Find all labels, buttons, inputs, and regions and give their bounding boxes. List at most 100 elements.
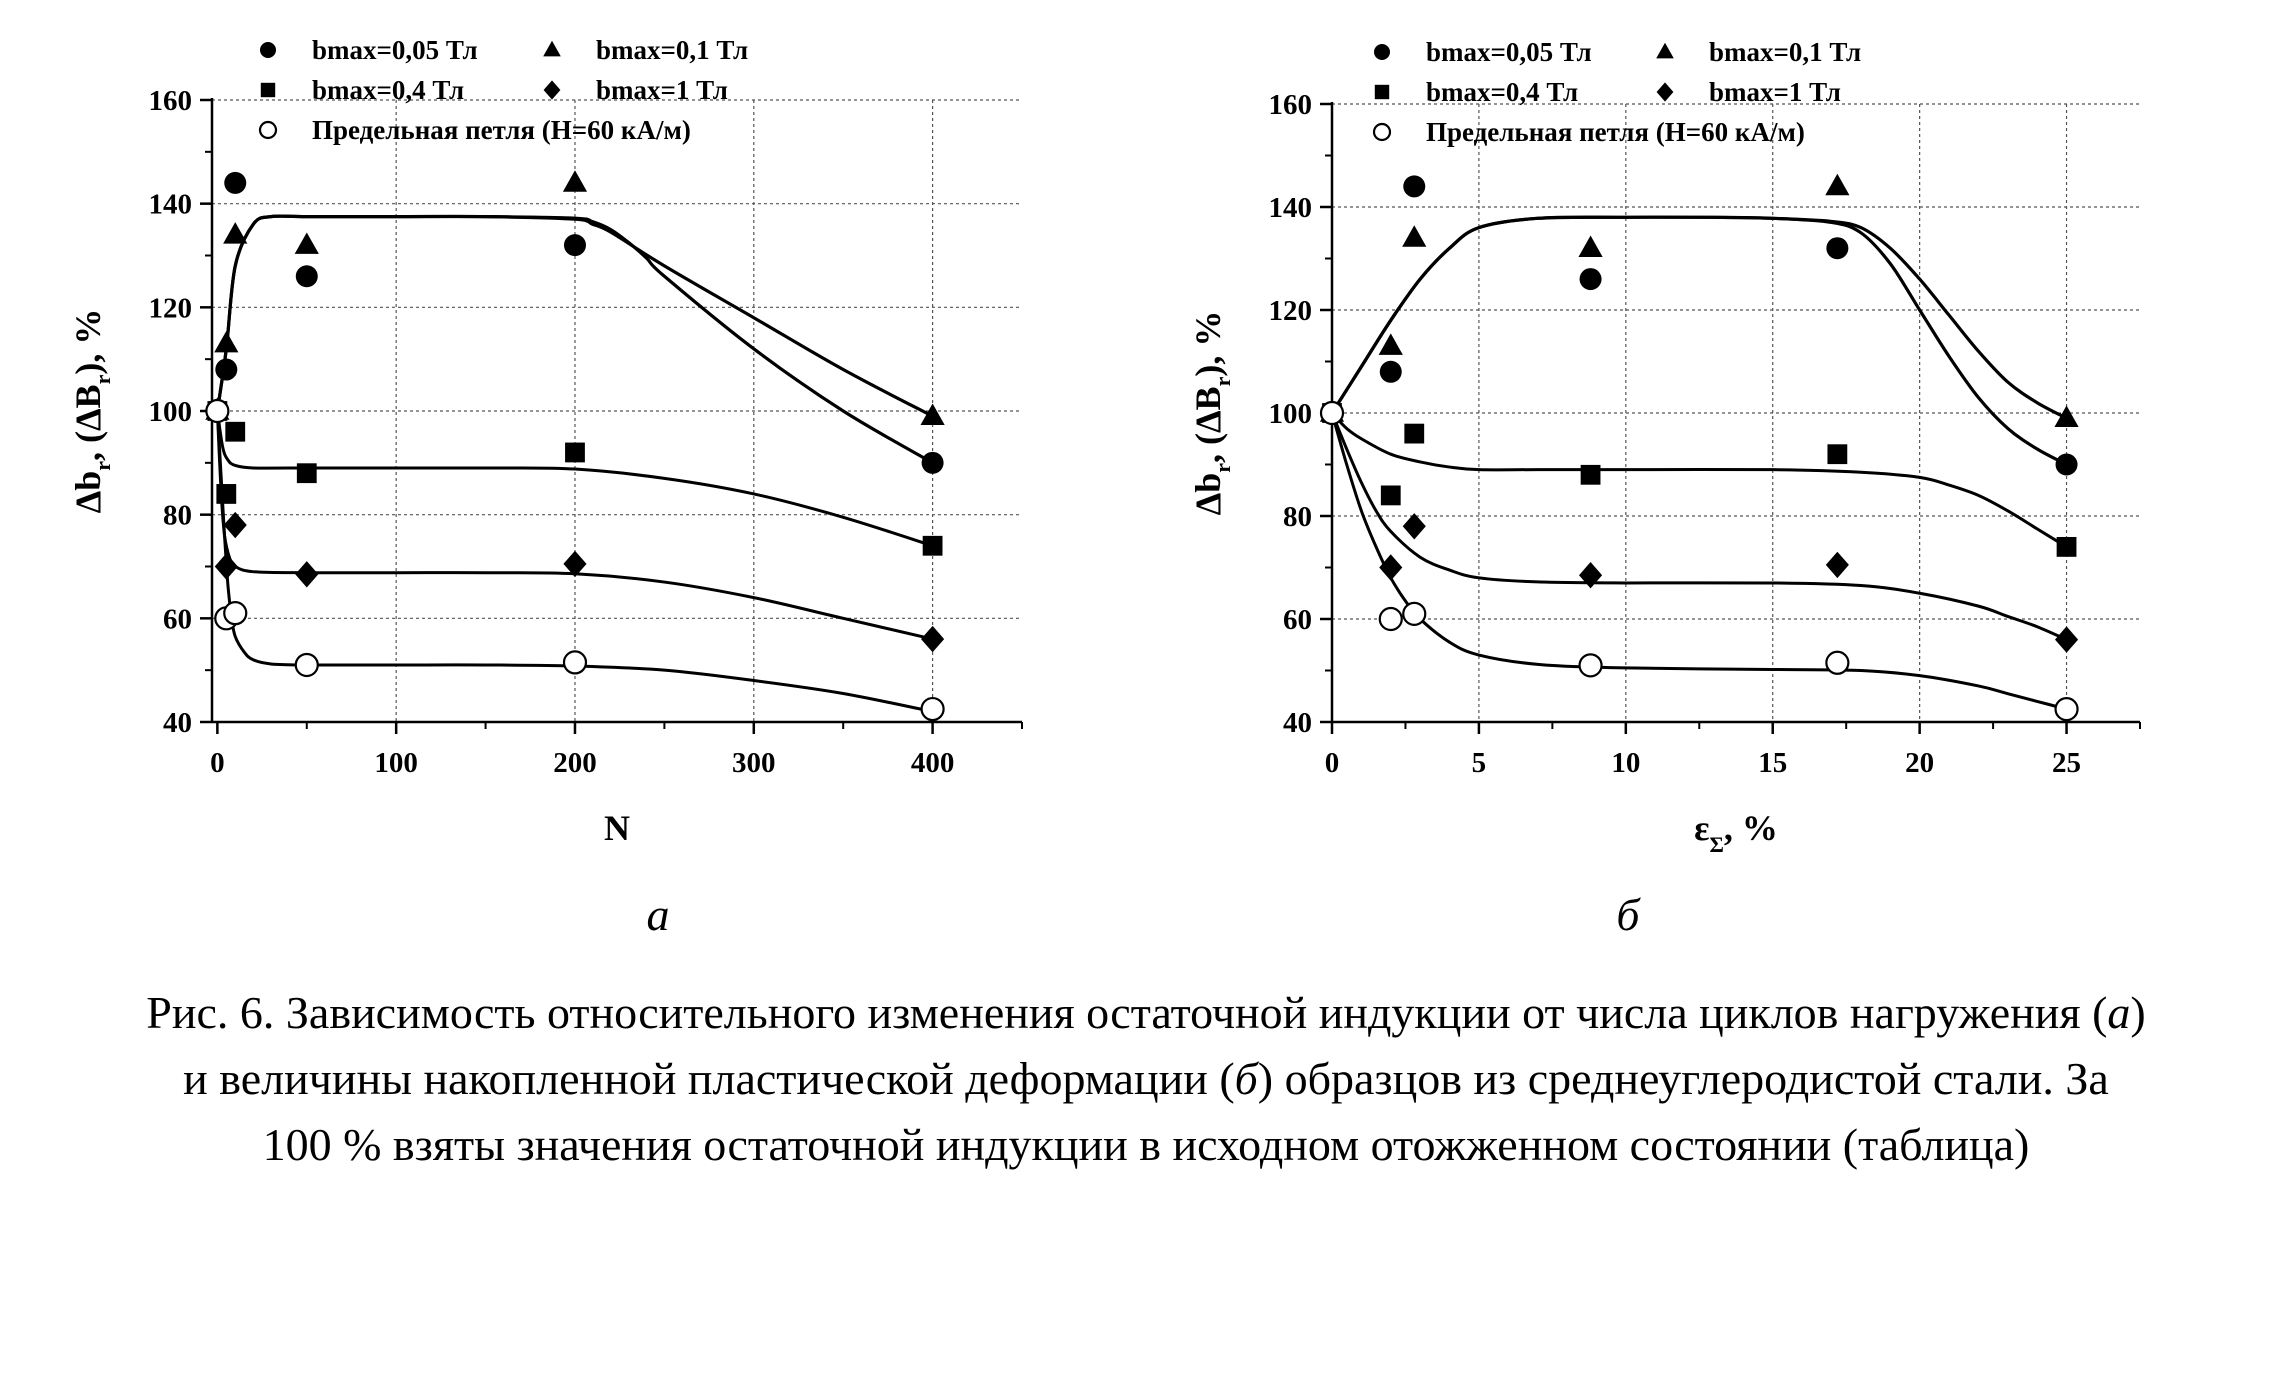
series-4	[205, 398, 945, 722]
point-4-4	[1825, 650, 1850, 675]
point-0-1	[1379, 360, 1402, 383]
point-0-5	[921, 451, 944, 474]
point-2-3	[1580, 464, 1601, 485]
x-tick-label-3: 300	[732, 747, 776, 779]
y-axis-title-main: Δb	[68, 471, 108, 514]
series-3	[205, 397, 945, 653]
y-tick-label-3: 100	[1269, 398, 1313, 430]
x-tick-label-0: 0	[1325, 747, 1340, 779]
legend-label-1: bmax=0,1 Тл	[1709, 37, 1861, 67]
y-tick-label-5: 140	[1269, 192, 1313, 224]
point-4-2	[1402, 601, 1427, 626]
point-1-1	[214, 330, 239, 353]
point-2-5	[922, 535, 943, 556]
x-tick-label-3: 15	[1758, 747, 1787, 779]
y-tick-label-1: 60	[163, 603, 192, 635]
point-0-3	[1579, 268, 1602, 291]
point-4-5	[920, 696, 945, 722]
legend: bmax=0,05 Тл bmax=0,1 Тл bmax=0,4 Тл bmax=1…	[258, 35, 748, 145]
caption-text-1: Рис. 6. Зависимость относительного измен…	[146, 987, 2108, 1038]
caption-text-2: ) и величины накопленной пластической де…	[183, 987, 2146, 1104]
point-2-2	[225, 421, 246, 442]
point-2-3	[296, 463, 317, 484]
panel-label-1: б	[1616, 889, 1641, 940]
y-axis-title-end: ), %	[1188, 311, 1228, 377]
series-4	[1319, 400, 2079, 722]
y-tick-label-0: 40	[1283, 707, 1312, 739]
point-3-1	[214, 553, 238, 580]
legend-label-4: Предельная петля (H=60 кА/м)	[1426, 117, 1805, 147]
y-tick-label-2: 80	[1283, 501, 1312, 533]
x-tick-label-4: 20	[1905, 747, 1934, 779]
point-3-3	[1579, 562, 1603, 589]
x-axis-title-main: N	[604, 808, 630, 848]
point-3-1	[1379, 554, 1403, 581]
legend-label-2: bmax=0,4 Тл	[1426, 77, 1578, 107]
point-2-4	[1827, 444, 1848, 465]
x-tick-label-1: 100	[374, 747, 418, 779]
caption-text-3: ) образцов из среднеуглеродистой стали. …	[262, 1053, 2109, 1170]
legend-label-1: bmax=0,1 Тл	[596, 35, 748, 65]
legend-marker-2	[260, 82, 276, 98]
point-2-1	[216, 484, 237, 504]
fit-curve-4	[215, 410, 933, 714]
legend-label-3: bmax=1 Тл	[1709, 77, 1841, 107]
y-tick-label-5: 140	[149, 189, 193, 221]
fit-curve-2	[215, 410, 934, 548]
point-1-3	[294, 232, 319, 254]
legend-marker-4	[258, 120, 278, 140]
legend-marker-1	[1656, 42, 1674, 59]
point-1-5	[920, 403, 945, 425]
y-axis-title: Δbr, (ΔBr), %	[68, 309, 115, 514]
y-tick-label-2: 80	[163, 500, 192, 532]
point-3-2	[223, 511, 247, 539]
x-tick-label-1: 5	[1472, 747, 1487, 779]
point-4-1	[1378, 606, 1403, 632]
fit-curve-4	[1330, 412, 2067, 711]
point-4-2	[223, 601, 248, 626]
legend-label-2: bmax=0,4 Тл	[312, 75, 464, 105]
point-3-4	[1825, 551, 1849, 579]
y-tick-label-0: 40	[163, 707, 192, 739]
legend: bmax=0,05 Тл bmax=0,1 Тл bmax=0,4 Тл bmax=1…	[1372, 37, 1861, 147]
y-axis-title-mid: , (ΔB	[1188, 386, 1228, 463]
legend-label-0: bmax=0,05 Тл	[312, 35, 478, 65]
fit-curve-1	[1330, 215, 2068, 420]
point-2-5	[2056, 537, 2077, 557]
x-tick-label-5: 25	[2052, 747, 2081, 779]
series-0	[1321, 175, 2078, 476]
legend-marker-3	[1656, 82, 1674, 102]
point-4-0	[1319, 400, 1345, 426]
x-tick-label-2: 10	[1611, 747, 1640, 779]
point-4-0	[205, 398, 230, 424]
x-axis-title-main: ε	[1694, 808, 1709, 848]
y-tick-label-3: 100	[149, 396, 193, 428]
point-0-3	[295, 265, 318, 288]
legend-marker-0	[260, 42, 276, 58]
y-tick-label-6: 160	[149, 85, 193, 117]
caption-italic-b: б	[1234, 1053, 1258, 1104]
y-tick-label-1: 60	[1283, 604, 1312, 636]
point-4-3	[1578, 653, 1603, 678]
grid	[212, 99, 1022, 722]
y-tick-label-6: 160	[1269, 89, 1313, 121]
point-3-4	[563, 550, 587, 578]
legend-marker-0	[1374, 44, 1390, 60]
y-axis-title-end: ), %	[68, 309, 108, 375]
fit-curve-2	[1330, 411, 2068, 549]
point-1-5	[2054, 405, 2079, 427]
y-tick-label-4: 120	[1269, 295, 1313, 327]
y-axis-title-sub2: r	[1210, 376, 1235, 386]
fit-curve-1	[215, 214, 934, 418]
series-2	[1322, 403, 2077, 557]
point-4-4	[562, 650, 588, 675]
series-3	[1320, 399, 2079, 653]
point-3-3	[295, 561, 319, 588]
x-tick-label-2: 200	[553, 747, 597, 779]
y-axis-title-sub: r	[90, 461, 115, 471]
legend-marker-4	[1372, 122, 1392, 142]
point-4-3	[294, 652, 319, 678]
grid	[1332, 103, 2140, 722]
point-2-1	[1380, 485, 1401, 506]
